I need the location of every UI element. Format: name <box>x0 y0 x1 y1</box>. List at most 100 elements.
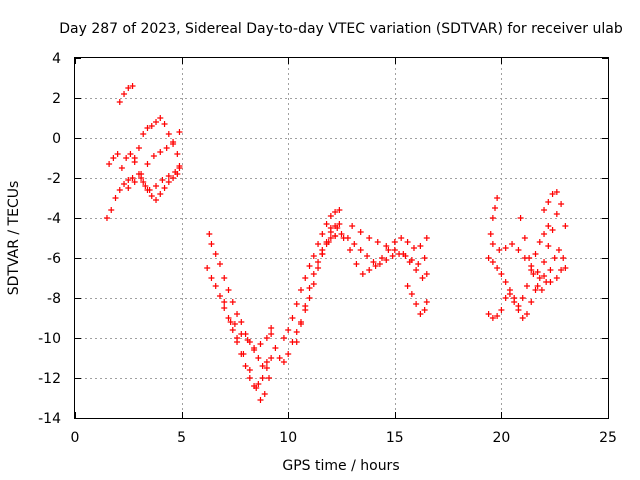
data-point <box>415 261 422 267</box>
series-arc19 <box>487 195 501 237</box>
data-point <box>489 259 496 265</box>
data-point <box>532 251 539 257</box>
data-point <box>536 275 543 281</box>
data-point <box>319 247 326 253</box>
data-point <box>404 239 411 245</box>
data-point <box>161 121 168 127</box>
data-point <box>263 359 270 365</box>
data-point <box>125 85 132 91</box>
data-point <box>315 265 322 271</box>
data-point <box>240 351 247 357</box>
data-point <box>560 255 567 261</box>
data-point <box>170 139 177 145</box>
series-arc11 <box>231 321 275 351</box>
data-point <box>532 287 539 293</box>
data-point <box>266 375 273 381</box>
series-arc17 <box>349 223 430 281</box>
data-point <box>153 197 160 203</box>
data-point <box>231 321 238 327</box>
data-point <box>336 207 343 213</box>
data-point <box>131 179 138 185</box>
data-point <box>536 239 543 245</box>
data-point <box>310 281 317 287</box>
data-point <box>146 187 153 193</box>
data-point <box>541 259 548 265</box>
data-point <box>519 295 526 301</box>
x-tick-label: 25 <box>599 430 617 446</box>
data-point <box>297 321 304 327</box>
data-point <box>268 325 275 331</box>
data-point <box>257 397 264 403</box>
data-point <box>423 299 430 305</box>
data-point <box>238 319 245 325</box>
series-arc10 <box>221 299 273 403</box>
data-point <box>116 187 123 193</box>
data-point <box>515 307 522 313</box>
data-point <box>419 275 426 281</box>
data-point <box>204 265 211 271</box>
data-point <box>391 239 398 245</box>
series-arc23 <box>517 215 569 293</box>
data-point <box>225 287 232 293</box>
data-point <box>302 303 309 309</box>
data-point <box>496 247 503 253</box>
series-arc20 <box>485 223 552 309</box>
y-axis-label: SDTVAR / TECUs <box>6 181 22 296</box>
data-point <box>357 229 364 235</box>
data-point <box>553 211 560 217</box>
x-axis-label: GPS time / hours <box>282 458 399 474</box>
data-point <box>306 295 313 301</box>
series-arc7 <box>138 165 183 193</box>
data-point <box>417 311 424 317</box>
data-point <box>108 207 115 213</box>
data-point <box>509 241 516 247</box>
data-point <box>135 145 142 151</box>
data-point <box>242 363 249 369</box>
data-point <box>251 345 258 351</box>
data-point <box>148 193 155 199</box>
y-tick-label: -2 <box>47 171 61 187</box>
data-point <box>261 391 268 397</box>
x-tick-label: 5 <box>177 430 186 446</box>
data-point <box>165 173 172 179</box>
data-point <box>140 131 147 137</box>
data-point <box>515 247 522 253</box>
chart-title: Day 287 of 2023, Sidereal Day-to-day VTE… <box>59 21 623 37</box>
data-point <box>338 231 345 237</box>
data-point <box>551 255 558 261</box>
data-point <box>227 319 234 325</box>
data-point <box>421 307 428 313</box>
series-arc15 <box>319 231 428 267</box>
data-point <box>306 263 313 269</box>
data-point <box>259 363 266 369</box>
data-point <box>541 231 548 237</box>
data-point <box>259 375 266 381</box>
data-point <box>140 179 147 185</box>
data-point <box>150 153 157 159</box>
data-point <box>398 235 405 241</box>
data-point <box>558 201 565 207</box>
data-point <box>489 315 496 321</box>
data-point <box>280 335 287 341</box>
data-point <box>410 245 417 251</box>
series-arc2 <box>106 151 121 167</box>
data-point <box>353 261 360 267</box>
data-point <box>389 253 396 259</box>
data-point <box>280 359 287 365</box>
data-point <box>165 131 172 137</box>
data-point <box>246 375 253 381</box>
data-point <box>153 183 160 189</box>
series-arc24 <box>541 189 569 229</box>
data-point <box>485 255 492 261</box>
data-point <box>517 215 524 221</box>
data-point <box>148 123 155 129</box>
x-tick-label: 10 <box>279 430 297 446</box>
y-tick-label: -12 <box>38 371 61 387</box>
data-point <box>494 265 501 271</box>
data-point <box>364 253 371 259</box>
data-point <box>379 255 386 261</box>
series-arc5 <box>125 129 183 191</box>
series-arc13 <box>280 207 343 341</box>
data-point <box>208 275 215 281</box>
data-point <box>129 175 136 181</box>
